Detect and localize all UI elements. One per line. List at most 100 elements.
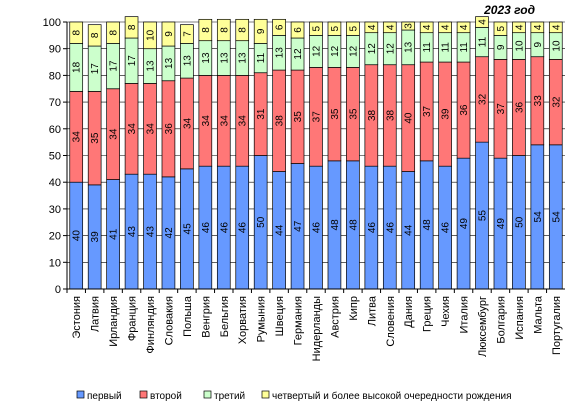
- data-label: 48: [422, 219, 433, 231]
- bar-segment: [512, 21, 526, 34]
- x-tick-label: Дания: [403, 296, 415, 328]
- x-tick-label: Эстония: [71, 296, 83, 339]
- data-label: 4: [533, 24, 544, 30]
- legend-swatch: [139, 390, 148, 399]
- data-label: 9: [533, 41, 544, 47]
- y-axis: 0 10 20 30 40 50 60 70 80 90 100: [43, 17, 68, 296]
- x-tick-label: Румыния: [256, 296, 268, 342]
- data-label: 8: [201, 27, 212, 33]
- data-label: 44: [404, 224, 415, 236]
- data-label: 34: [201, 115, 212, 127]
- data-label: 9: [496, 44, 507, 50]
- data-label: 4: [514, 24, 525, 30]
- bar-segment: [143, 21, 157, 50]
- data-label: 10: [551, 40, 562, 52]
- data-label: 4: [422, 24, 433, 30]
- data-label: 33: [533, 95, 544, 107]
- x-tick-label: Болгария: [495, 296, 507, 344]
- legend-swatch: [76, 390, 85, 399]
- x-tick-label: Литва: [366, 295, 378, 326]
- x-tick-label: Латвия: [90, 296, 102, 332]
- legend-label: второй: [150, 391, 182, 402]
- x-tick-label: Бельгия: [219, 296, 231, 337]
- x-tick-label: Португалия: [551, 296, 563, 355]
- data-label: 46: [312, 222, 323, 234]
- data-label: 34: [72, 131, 83, 143]
- y-tick-label: 50: [49, 151, 61, 163]
- data-label: 12: [293, 48, 304, 60]
- data-label: 39: [441, 108, 452, 120]
- x-tick-label: Ирландия: [108, 296, 120, 347]
- data-label: 5: [348, 25, 359, 31]
- data-label: 8: [90, 32, 101, 38]
- x-tick-label: Мальта: [532, 295, 544, 334]
- data-label: 9: [256, 28, 267, 34]
- x-tick-label: Чехия: [440, 296, 452, 327]
- data-label: 35: [293, 111, 304, 123]
- bar-segment: [69, 21, 84, 44]
- x-tick-label: Швеция: [274, 296, 286, 336]
- data-label: 8: [238, 27, 249, 33]
- x-tick-label: Греция: [422, 296, 434, 332]
- bar-segment: [272, 18, 286, 36]
- data-label: 6: [293, 27, 304, 33]
- data-label: 47: [293, 220, 304, 232]
- y-tick-label: 100: [43, 17, 61, 29]
- data-label: 13: [275, 47, 286, 59]
- data-label: 11: [422, 42, 433, 53]
- data-label: 12: [367, 43, 378, 55]
- x-tick-label: Финляндия: [145, 296, 157, 354]
- data-label: 12: [348, 45, 359, 57]
- data-label: 4: [385, 24, 396, 30]
- bar-segment: [198, 18, 213, 42]
- bar-segment: [87, 24, 102, 47]
- data-label: 40: [72, 230, 83, 242]
- data-label: 35: [330, 108, 341, 120]
- data-label: 37: [496, 103, 507, 115]
- data-label: 13: [201, 52, 212, 64]
- bar-segment: [216, 18, 231, 42]
- legend-label: третий: [214, 391, 245, 402]
- bar-segment: [327, 21, 342, 36]
- data-label: 4: [551, 24, 562, 30]
- data-label: 45: [182, 223, 193, 235]
- y-tick-label: 80: [49, 70, 61, 82]
- data-label: 38: [385, 109, 396, 121]
- data-label: 8: [219, 27, 230, 33]
- data-label: 34: [219, 115, 230, 127]
- data-label: 43: [146, 226, 157, 238]
- data-label: 4: [478, 19, 489, 25]
- x-tick-label: Испания: [514, 296, 526, 340]
- data-label: 54: [533, 211, 544, 223]
- data-label: 13: [182, 55, 193, 67]
- data-label: 48: [330, 219, 341, 231]
- x-tick-label: Словения: [385, 296, 397, 347]
- y-tick-label: 40: [49, 177, 61, 189]
- data-label: 13: [164, 57, 175, 69]
- x-axis: Эстония Латвия Ирландия Франция Финляндия Сло…: [66, 288, 565, 361]
- data-label: 34: [182, 117, 193, 129]
- data-label: 46: [219, 222, 230, 234]
- data-label: 11: [256, 52, 267, 63]
- data-label: 44: [275, 224, 286, 236]
- x-tick-label: Словакия: [163, 296, 175, 345]
- x-tick-label: Венгрия: [200, 296, 212, 338]
- data-label: 42: [164, 227, 175, 239]
- data-label: 13: [238, 52, 249, 64]
- data-label: 35: [348, 108, 359, 120]
- data-label: 40: [404, 112, 415, 124]
- data-label: 55: [478, 210, 489, 222]
- y-tick-label: 30: [49, 204, 61, 216]
- data-label: 46: [385, 222, 396, 234]
- data-label: 11: [478, 36, 489, 47]
- data-label: 43: [127, 226, 138, 238]
- data-label: 10: [514, 40, 525, 52]
- data-label: 8: [127, 24, 138, 30]
- data-label: 49: [459, 218, 470, 230]
- data-label: 54: [551, 211, 562, 223]
- data-label: 32: [478, 93, 489, 105]
- bar-segment: [548, 21, 563, 34]
- data-label: 9: [164, 31, 175, 37]
- bar-segment: [382, 21, 397, 34]
- x-tick-label: Италия: [459, 296, 471, 334]
